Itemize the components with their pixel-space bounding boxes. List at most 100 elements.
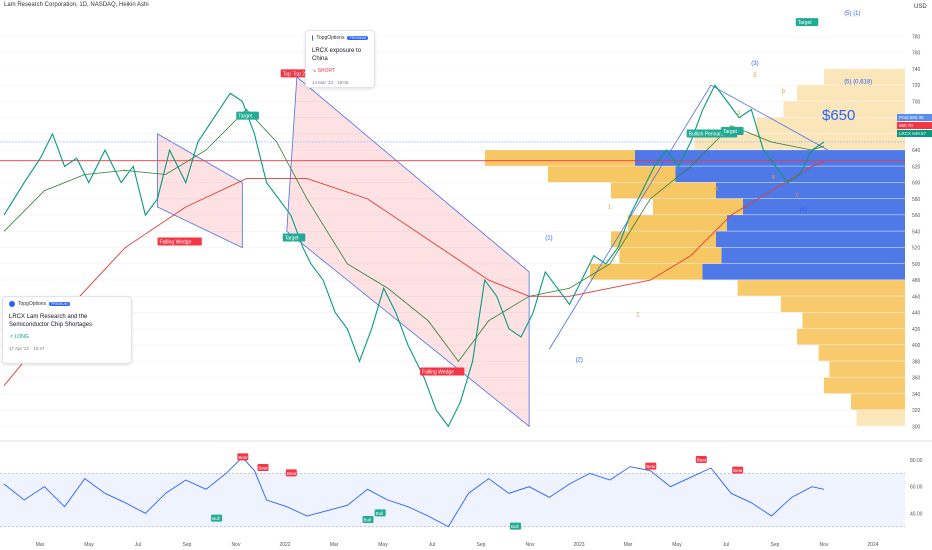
price-badge-bg — [897, 122, 932, 129]
rsi-signal-label: Bull — [511, 524, 519, 529]
author-avatar-icon — [9, 301, 15, 307]
wave-label: 1 — [608, 205, 612, 211]
rsi-signal-bg — [509, 522, 521, 530]
price-badge-bg — [897, 114, 932, 121]
wave-label: 5 — [753, 73, 757, 79]
idea-title: LRCX exposure to China — [312, 48, 362, 62]
rsi-band — [0, 473, 905, 527]
price-tick-label: 420 — [912, 327, 921, 333]
idea-meta: 17 Apr '21 · 15:47 — [9, 346, 45, 351]
volume-profile-bar — [627, 215, 727, 231]
volume-profile-bar — [783, 101, 905, 118]
rsi-signal-label: Bull — [212, 516, 220, 521]
target-label-bg — [236, 111, 259, 120]
rsi-signal-bg — [257, 464, 269, 471]
price-tick-label: 620 — [912, 164, 921, 170]
volume-profile-bar — [702, 263, 905, 280]
price-badge: LRCX 649.57 — [899, 131, 927, 136]
price-target-label: $650 — [822, 107, 855, 124]
volume-profile-bar — [485, 150, 635, 166]
time-tick-label: Sep — [771, 542, 780, 548]
volume-profile-bar — [851, 393, 905, 410]
rsi-signal-label: Bear — [287, 471, 297, 476]
wave-label: c — [796, 192, 799, 198]
top-2-label: Top 2 — [293, 71, 305, 77]
rsi-signal-label: Bear — [697, 458, 707, 463]
price-badge: Prod 650.35 — [899, 115, 924, 120]
price-tick-label: 460 — [912, 294, 921, 300]
time-tick-label: 2023 — [573, 542, 584, 548]
time-tick-label: Nov — [526, 542, 535, 548]
target-label: Target — [285, 235, 300, 241]
target-label-bg — [795, 18, 819, 27]
descending-channel — [286, 76, 530, 428]
price-tick-label: 580 — [912, 197, 921, 203]
rsi-signal-bg — [285, 469, 297, 477]
currency-label: USD — [914, 4, 927, 10]
price-tick-label: 400 — [912, 343, 921, 349]
rsi-signal-bg — [645, 462, 657, 470]
wave-label: a — [771, 175, 775, 181]
price-tick-label: 300 — [912, 424, 921, 430]
idea-card-short[interactable]: TopgOptions PREMIUM LRCX exposure to Chi… — [305, 30, 375, 88]
time-tick-label: 2024 — [867, 542, 878, 548]
target-label-bg — [282, 233, 306, 242]
rsi-signal-bg — [732, 466, 744, 474]
price-tick-label: 520 — [912, 246, 921, 252]
wave-label: (5) (0.618) — [844, 79, 872, 85]
moving-average-long — [3, 161, 825, 386]
rsi-tick-label: 40.00 — [910, 511, 923, 517]
volume-profile-bar — [611, 182, 716, 199]
author-avatar-icon — [312, 35, 314, 41]
volume-profile-bar — [818, 345, 905, 361]
idea-author: TopgOptions — [18, 301, 47, 307]
price-tick-label: 320 — [912, 408, 921, 414]
volume-profile-bar — [590, 263, 703, 280]
volume-profile-bar — [635, 150, 905, 166]
idea-card-long[interactable]: TopgOptions PREMIUM LRCX Lam Research an… — [2, 296, 132, 364]
falling-wedge-label: Falling Wedge — [422, 370, 454, 376]
wave-label: (4) — [800, 207, 807, 213]
volume-profile-bar — [780, 296, 905, 313]
rsi-signal-bg — [695, 456, 707, 463]
price-tick-label: 640 — [912, 148, 921, 154]
time-tick-label: Nov — [820, 542, 829, 548]
time-axis: Mar May Jul Sep Nov 2022 Mar May Jul Sep Nov 2023 Ma… — [36, 542, 879, 548]
time-tick-label: Sep — [477, 542, 486, 548]
price-tick-label: 540 — [912, 229, 921, 235]
top-label-bg — [280, 69, 294, 78]
volume-profile-bar — [856, 410, 905, 426]
idea-meta: 14 Mar '22 · 18:06 — [312, 80, 349, 85]
rsi-signal-bg — [237, 453, 249, 461]
wave-label: 2 — [636, 313, 640, 319]
idea-title: LRCX Lam Research and the Semiconductor … — [9, 314, 93, 328]
price-tick-label: 600 — [912, 181, 921, 187]
time-tick-label: Mar — [36, 542, 45, 548]
target-label: Target — [238, 114, 253, 120]
top-label: Top — [283, 71, 291, 77]
price-tick-label: 780 — [912, 34, 921, 40]
volume-profile-bar — [737, 280, 905, 296]
axis-bg — [905, 0, 932, 550]
target-label: Target — [798, 20, 813, 26]
wave-label: 4 — [715, 187, 719, 193]
rsi-pane: 40.00 60.00 80.00 Bear Bear Bear Bear Bear Bear B… — [0, 440, 932, 530]
volume-profile-bar — [675, 166, 905, 183]
wave-trend-line — [548, 84, 829, 350]
volume-profile-bar — [797, 85, 905, 101]
price-tick-label: 700 — [912, 99, 921, 105]
volume-profile-bar — [653, 198, 743, 215]
time-tick-label: May — [672, 542, 682, 548]
rsi-signal-label: Bear — [733, 468, 743, 473]
price-tick-label: 560 — [912, 213, 921, 219]
idea-direction: ↘ SHORT — [312, 68, 335, 74]
price-tick-label: 360 — [912, 376, 921, 382]
time-tick-label: 2022 — [279, 542, 290, 548]
time-tick-label: Mar — [624, 542, 633, 548]
price-tick-label: 480 — [912, 278, 921, 284]
bullish-pennant-label: Bullish Pennant — [689, 131, 724, 137]
rsi-signal-label: Bear — [259, 466, 269, 471]
volume-profile — [485, 68, 905, 426]
